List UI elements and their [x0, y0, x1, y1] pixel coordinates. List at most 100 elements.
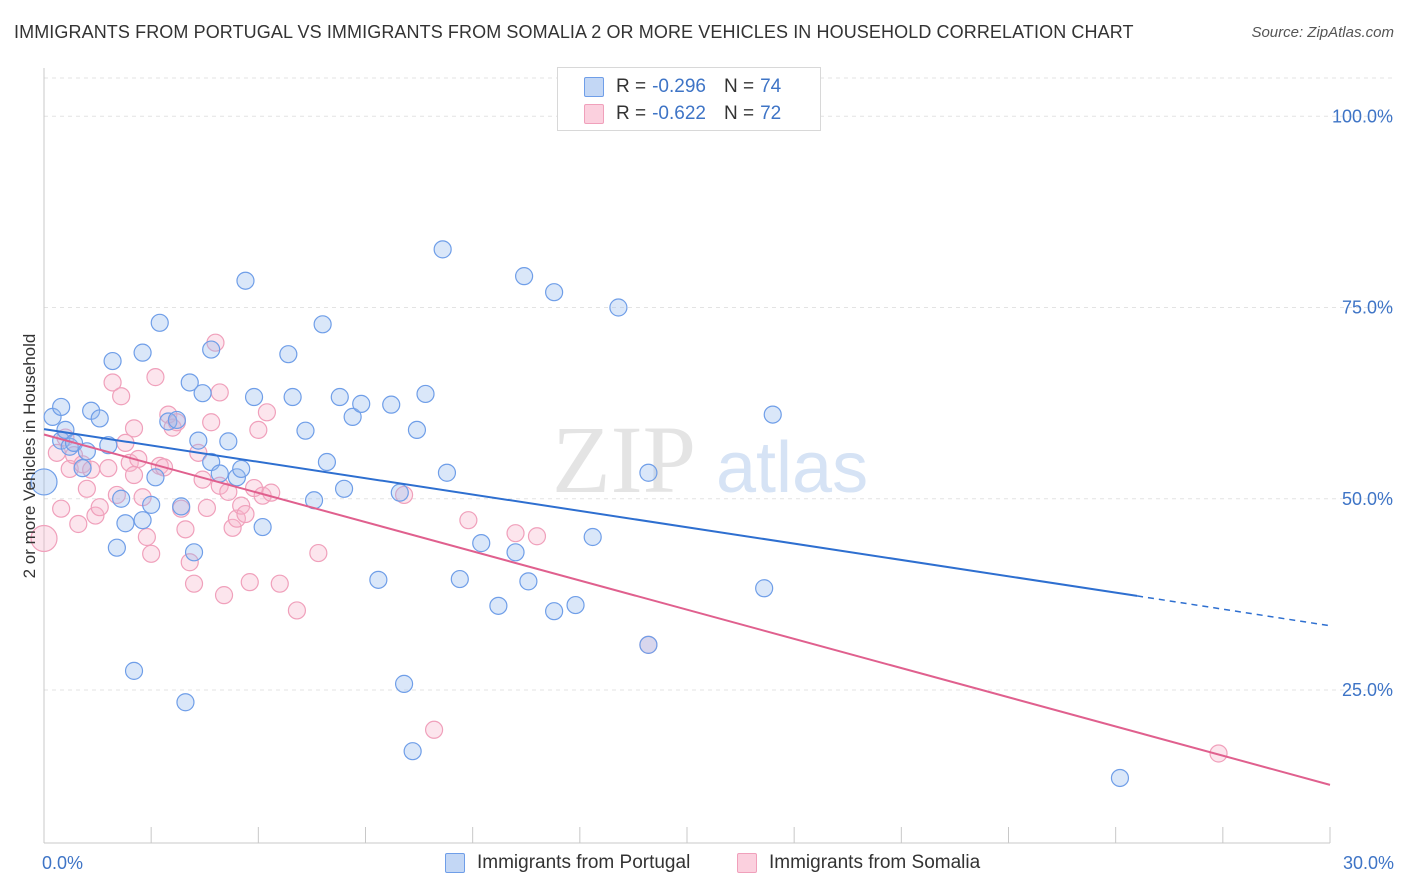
portugal-point	[330, 387, 349, 407]
somalia-point	[287, 601, 307, 620]
y-tick-label: 100.0%	[1332, 106, 1393, 126]
portugal-point	[545, 283, 564, 302]
legend-label-portugal: Immigrants from Portugal	[477, 852, 691, 873]
legend-item-portugal[interactable]: Immigrants from Portugal	[445, 852, 690, 874]
legend-row-somalia: R = -0.622 N = 72	[584, 102, 781, 126]
somalia-point	[90, 498, 109, 517]
portugal-point	[202, 340, 221, 359]
somalia-point	[270, 574, 289, 593]
y-tick-label: 75.0%	[1342, 298, 1393, 318]
portugal-point	[609, 298, 628, 317]
somalia-point	[77, 479, 96, 498]
portugal-point	[763, 405, 782, 424]
portugal-point	[30, 468, 58, 496]
legend-n-label: N =	[723, 76, 755, 97]
somalia-point	[184, 574, 204, 593]
portugal-point	[116, 514, 135, 533]
somalia-point	[99, 459, 118, 478]
somalia-point	[257, 403, 277, 422]
portugal-point	[146, 468, 165, 487]
series-legend: Immigrants from Portugal Immigrants from…	[0, 852, 1406, 878]
somalia-point	[176, 520, 195, 539]
portugal-point	[133, 343, 152, 362]
portugal-point	[219, 432, 238, 451]
portugal-point	[639, 635, 658, 654]
portugal-point	[99, 436, 118, 455]
somalia-point	[180, 553, 199, 572]
portugal-point	[124, 661, 144, 680]
portugal-point	[133, 511, 152, 530]
y-tick-label: 50.0%	[1342, 489, 1393, 509]
legend-swatch-portugal	[584, 77, 604, 97]
portugal-point	[755, 579, 774, 598]
source-credit: Source: ZipAtlas.com	[1251, 24, 1394, 41]
portugal-point	[639, 463, 658, 482]
portugal-point	[253, 517, 272, 537]
legend-label-somalia: Immigrants from Somalia	[769, 852, 981, 873]
portugal-point	[210, 464, 229, 483]
portugal-point	[382, 395, 401, 414]
watermark: ZIP atlas	[552, 406, 868, 513]
somalia-point	[527, 527, 547, 546]
portugal-point	[279, 345, 298, 364]
portugal-point	[566, 595, 585, 615]
somalia-point	[69, 514, 88, 534]
somalia-point	[236, 504, 255, 524]
portugal-point	[1110, 768, 1130, 788]
series-portugal-points	[30, 240, 1130, 788]
somalia-point	[112, 387, 131, 406]
portugal-point	[56, 420, 75, 439]
trendline-portugal	[43, 428, 1138, 597]
y-axis-label: 2 or more Vehicles in Household	[20, 334, 39, 579]
legend-swatch-somalia	[584, 104, 604, 124]
portugal-point	[176, 693, 195, 712]
somalia-point	[249, 420, 268, 439]
legend-swatch-portugal	[445, 853, 465, 873]
x-tick-label-min: 0.0%	[42, 853, 83, 873]
somalia-point	[124, 465, 144, 485]
somalia-point	[232, 496, 251, 515]
somalia-point	[124, 419, 144, 438]
x-tick-label-max: 30.0%	[1343, 853, 1394, 873]
legend-n-label: N =	[723, 103, 755, 124]
portugal-point	[73, 459, 92, 478]
portugal-point	[472, 534, 491, 553]
portugal-point	[296, 421, 315, 440]
somalia-point	[146, 368, 165, 387]
portugal-point	[407, 420, 427, 439]
somalia-point	[202, 413, 221, 432]
portugal-point	[112, 489, 131, 508]
somalia-point	[210, 383, 229, 402]
axes	[43, 68, 1331, 844]
watermark-atlas: atlas	[716, 428, 868, 508]
somalia-point	[214, 586, 234, 605]
legend-item-somalia[interactable]: Immigrants from Somalia	[737, 852, 980, 874]
portugal-point	[52, 397, 71, 417]
somalia-point	[506, 524, 525, 543]
series-somalia-points	[30, 333, 1228, 763]
somalia-point	[240, 573, 259, 592]
chart-title: IMMIGRANTS FROM PORTUGAL VS IMMIGRANTS F…	[14, 22, 1134, 42]
legend-row-portugal: R = -0.296 N = 74	[584, 75, 781, 99]
portugal-point	[437, 463, 457, 482]
portugal-point	[433, 240, 452, 259]
legend-swatch-somalia	[737, 853, 757, 873]
somalia-point	[459, 511, 478, 530]
somalia-point	[103, 373, 122, 392]
portugal-point	[506, 543, 525, 562]
portugal-point	[343, 407, 362, 426]
legend-n-value: 72	[760, 103, 782, 124]
portugal-point	[236, 271, 255, 290]
legend-r-label: R =	[616, 103, 647, 124]
somalia-point	[137, 527, 156, 547]
portugal-point	[369, 570, 388, 589]
portugal-point	[167, 410, 186, 430]
portugal-point	[450, 569, 469, 589]
portugal-point	[515, 267, 534, 286]
somalia-point	[30, 524, 58, 553]
portugal-point	[90, 409, 109, 428]
portugal-point	[103, 351, 122, 371]
legend-r-label: R =	[616, 76, 647, 97]
portugal-point	[244, 387, 264, 407]
